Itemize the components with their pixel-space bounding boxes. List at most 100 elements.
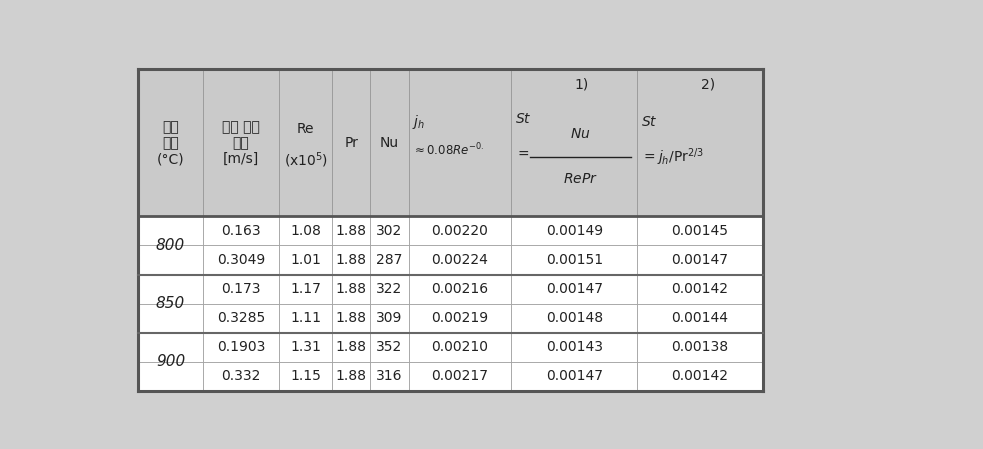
Text: (x10$^5$): (x10$^5$): [284, 150, 327, 170]
Text: Pr: Pr: [344, 136, 359, 150]
Bar: [332, 246, 371, 275]
Bar: [511, 216, 637, 246]
Text: 운전
온도
(°C): 운전 온도 (°C): [156, 120, 184, 166]
Text: 1.88: 1.88: [336, 340, 367, 354]
Text: 0.00224: 0.00224: [432, 253, 489, 267]
Text: 0.173: 0.173: [221, 282, 260, 296]
Bar: [409, 216, 511, 246]
Text: 0.00216: 0.00216: [432, 282, 489, 296]
Text: $= j_h/\mathrm{Pr}^{2/3}$: $= j_h/\mathrm{Pr}^{2/3}$: [641, 146, 704, 167]
Bar: [511, 275, 637, 304]
Text: 0.00219: 0.00219: [432, 311, 489, 325]
Text: 1.01: 1.01: [290, 253, 321, 267]
Bar: [371, 70, 409, 216]
Bar: [202, 275, 279, 304]
Text: 0.00220: 0.00220: [432, 224, 489, 238]
Bar: [511, 304, 637, 333]
Bar: [332, 70, 371, 216]
Text: 노즐 유체
속도
[m/s]: 노즐 유체 속도 [m/s]: [222, 120, 260, 166]
Bar: [511, 246, 637, 275]
Bar: [637, 216, 763, 246]
Text: 1.88: 1.88: [336, 282, 367, 296]
Bar: [409, 362, 511, 391]
Text: 0.00142: 0.00142: [671, 282, 728, 296]
Bar: [511, 362, 637, 391]
Text: Nu: Nu: [380, 136, 399, 150]
Bar: [279, 246, 332, 275]
Text: 0.00210: 0.00210: [432, 340, 489, 354]
Text: 1.08: 1.08: [290, 224, 321, 238]
Bar: [202, 70, 279, 216]
Text: 0.00149: 0.00149: [546, 224, 603, 238]
Text: 1.88: 1.88: [336, 253, 367, 267]
Text: $Re$Pr: $Re$Pr: [563, 172, 599, 186]
Text: 302: 302: [376, 224, 403, 238]
Bar: [138, 275, 202, 304]
Bar: [332, 362, 371, 391]
Text: 0.00147: 0.00147: [546, 370, 603, 383]
Text: 316: 316: [376, 370, 403, 383]
Text: 0.00147: 0.00147: [546, 282, 603, 296]
Text: 0.00147: 0.00147: [671, 253, 728, 267]
Bar: [202, 246, 279, 275]
Bar: [371, 246, 409, 275]
Text: 0.00144: 0.00144: [671, 311, 728, 325]
Text: 0.00145: 0.00145: [671, 224, 728, 238]
Text: 800: 800: [156, 238, 185, 253]
Bar: [371, 333, 409, 362]
Text: 1.31: 1.31: [290, 340, 321, 354]
Text: 1.11: 1.11: [290, 311, 321, 325]
Bar: [409, 304, 511, 333]
Bar: [138, 333, 202, 362]
Text: 309: 309: [376, 311, 403, 325]
Bar: [637, 70, 763, 216]
Bar: [637, 275, 763, 304]
Bar: [279, 333, 332, 362]
Bar: [409, 246, 511, 275]
Bar: [332, 275, 371, 304]
Bar: [332, 304, 371, 333]
Bar: [279, 216, 332, 246]
Bar: [279, 70, 332, 216]
Text: 0.00217: 0.00217: [432, 370, 489, 383]
Text: 1.17: 1.17: [290, 282, 321, 296]
Bar: [409, 333, 511, 362]
Text: 2): 2): [701, 78, 715, 92]
Bar: [138, 362, 202, 391]
Bar: [202, 304, 279, 333]
Bar: [511, 70, 637, 216]
Bar: [138, 216, 202, 246]
Bar: [138, 304, 202, 333]
Text: 0.1903: 0.1903: [217, 340, 265, 354]
Bar: [371, 216, 409, 246]
Text: 1.88: 1.88: [336, 311, 367, 325]
Bar: [511, 333, 637, 362]
Bar: [279, 275, 332, 304]
Text: 0.332: 0.332: [221, 370, 260, 383]
Bar: [138, 70, 202, 216]
Text: $j_h$: $j_h$: [413, 113, 426, 131]
Bar: [371, 275, 409, 304]
Bar: [138, 246, 202, 275]
Bar: [332, 216, 371, 246]
Text: 1.88: 1.88: [336, 224, 367, 238]
Text: 0.00142: 0.00142: [671, 370, 728, 383]
Bar: [637, 304, 763, 333]
Bar: [409, 275, 511, 304]
Text: 352: 352: [376, 340, 403, 354]
Text: 0.00138: 0.00138: [671, 340, 728, 354]
Bar: [332, 333, 371, 362]
Text: 0.00143: 0.00143: [546, 340, 603, 354]
Bar: [279, 362, 332, 391]
Bar: [202, 362, 279, 391]
Text: 322: 322: [376, 282, 403, 296]
Bar: [202, 216, 279, 246]
Text: $St$: $St$: [515, 112, 532, 126]
Text: 0.3049: 0.3049: [217, 253, 265, 267]
Text: 1): 1): [575, 78, 589, 92]
Text: 0.3285: 0.3285: [217, 311, 265, 325]
Text: $Nu$: $Nu$: [570, 127, 591, 141]
Bar: [637, 362, 763, 391]
Text: 850: 850: [156, 296, 185, 311]
Bar: [637, 246, 763, 275]
